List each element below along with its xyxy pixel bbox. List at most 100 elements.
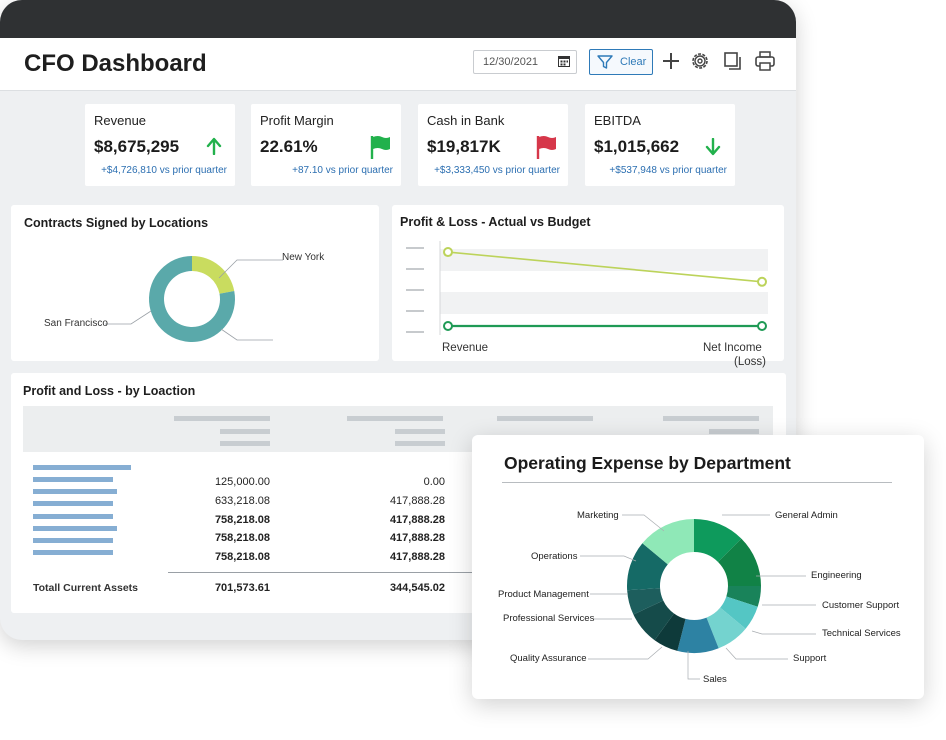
header-placeholder (174, 416, 270, 421)
opex-title: Operating Expense by Department (504, 453, 791, 473)
data-point[interactable] (443, 247, 453, 258)
opex-donut-chart (580, 514, 816, 680)
header-placeholder (347, 416, 443, 421)
table-cell: 758,218.08 (214, 551, 270, 563)
kpi-label: EBITDA (594, 113, 641, 128)
row-label-placeholder (33, 465, 131, 470)
label-engineering: Engineering (811, 570, 862, 581)
header-placeholder (220, 429, 270, 434)
kpi-delta: +$3,333,450 vs prior quarter (434, 165, 560, 176)
x-label-net-income: Net Income (703, 342, 762, 354)
calendar-icon[interactable] (558, 55, 570, 67)
slice-general-admin[interactable] (694, 519, 742, 562)
kpi-card-profit-margin[interactable]: Profit Margin 22.61% +87.10 vs prior qua… (251, 104, 401, 186)
table-cell: 417,888.28 (389, 532, 445, 544)
label-professional-services: Professional Services (503, 613, 595, 624)
table-cell: 417,888.28 (389, 551, 445, 563)
row-label-placeholder (33, 538, 113, 543)
slice-sales[interactable] (677, 617, 719, 653)
kpi-card-cash-in-bank[interactable]: Cash in Bank $19,817K +$3,333,450 vs pri… (418, 104, 568, 186)
kpi-value: 22.61% (260, 137, 318, 156)
filter-icon (597, 55, 613, 69)
slice-san-francisco[interactable] (149, 256, 235, 342)
kpi-label: Profit Margin (260, 113, 334, 128)
data-point[interactable] (757, 276, 767, 287)
label-product-management: Product Management (498, 589, 589, 600)
table-cell: 417,888.28 (389, 514, 445, 526)
leader-line (220, 328, 273, 341)
opex-panel: Operating Expense by Department Marketin… (472, 435, 924, 699)
kpi-label: Cash in Bank (427, 113, 505, 128)
data-point[interactable] (443, 321, 453, 331)
arrow-up-icon (206, 137, 222, 155)
label-customer-support: Customer Support (822, 600, 900, 611)
date-value: 12/30/2021 (483, 56, 539, 68)
kpi-card-ebitda[interactable]: EBITDA $1,015,662 +$537,948 vs prior qua… (585, 104, 735, 186)
kpi-delta: +$4,726,810 vs prior quarter (101, 165, 227, 176)
label-marketing: Marketing (577, 510, 619, 521)
row-label-placeholder (33, 501, 113, 506)
slice-new-york[interactable] (192, 256, 235, 294)
kpi-delta: +87.10 vs prior quarter (292, 165, 393, 176)
arrow-down-icon (705, 138, 721, 156)
total-label: Totall Current Assets (33, 582, 139, 594)
add-icon[interactable] (660, 50, 682, 72)
leader-line (105, 310, 152, 325)
table-cell: 758,218.08 (214, 532, 270, 544)
header-placeholder (709, 429, 759, 434)
slice-quality-assurance[interactable] (654, 613, 686, 651)
kpi-label: Revenue (94, 113, 147, 128)
table-cell: 633,218.08 (214, 495, 270, 507)
page-title: CFO Dashboard (24, 50, 207, 77)
window-title-bar (0, 0, 796, 38)
header-placeholder (395, 441, 445, 446)
header-placeholder (497, 416, 593, 421)
label-general-admin: General Admin (775, 510, 838, 521)
table-cell: 0.00 (423, 476, 445, 488)
legend-new-york: New York (282, 252, 325, 263)
slice-customer-support[interactable] (726, 586, 761, 607)
label-operations: Operations (531, 551, 578, 562)
kpi-card-revenue[interactable]: Revenue $8,675,295 +$4,726,810 vs prior … (85, 104, 235, 186)
date-picker[interactable]: 12/30/2021 (473, 50, 577, 74)
data-point[interactable] (757, 321, 767, 331)
header-placeholder (220, 441, 270, 446)
label-quality-assurance: Quality Assurance (510, 653, 587, 664)
gear-icon[interactable] (689, 50, 711, 72)
pnl-location-title: Profit and Loss - by Loaction (23, 384, 196, 398)
kpi-value: $19,817K (427, 137, 501, 156)
dashboard-window: CFO Dashboard 12/30/2021 Clear (0, 0, 796, 640)
pnl-actual-budget-panel: Profit & Loss - Actual vs Budget Revenue… (392, 205, 784, 368)
flag-icon (370, 136, 390, 159)
print-icon[interactable] (754, 50, 776, 72)
label-technical-services: Technical Services (822, 628, 901, 639)
contracts-panel: Contracts Signed by Locations New York S… (11, 205, 379, 361)
row-label-placeholder (33, 526, 117, 531)
row-label-placeholder (33, 477, 113, 482)
slice-product-management[interactable] (627, 588, 664, 615)
x-label-loss: (Loss) (734, 356, 766, 368)
gridband (440, 249, 768, 271)
total-c1: 701,573.61 (214, 582, 270, 594)
header-placeholder (663, 416, 759, 421)
row-label-placeholder (33, 550, 113, 555)
contracts-title: Contracts Signed by Locations (24, 216, 209, 230)
clear-label: Clear (620, 56, 647, 68)
gridband (440, 292, 768, 314)
slice-engineering[interactable] (718, 538, 761, 586)
dashboard-header: CFO Dashboard 12/30/2021 Clear (0, 38, 796, 91)
series-line-0 (447, 251, 763, 283)
slice-professional-services[interactable] (633, 600, 675, 641)
flag-icon (536, 136, 556, 159)
title-divider (502, 482, 892, 483)
slice-technical-services[interactable] (720, 596, 758, 629)
slice-support[interactable] (706, 607, 746, 649)
leader-lines (580, 514, 816, 680)
kpi-value: $8,675,295 (94, 137, 180, 156)
x-label-revenue: Revenue (442, 342, 489, 354)
copy-icon[interactable] (722, 50, 744, 72)
slice-marketing[interactable] (642, 519, 694, 565)
slice-operations[interactable] (627, 543, 668, 591)
clear-filter-button[interactable]: Clear (589, 49, 653, 75)
table-cell: 758,218.08 (214, 514, 270, 526)
